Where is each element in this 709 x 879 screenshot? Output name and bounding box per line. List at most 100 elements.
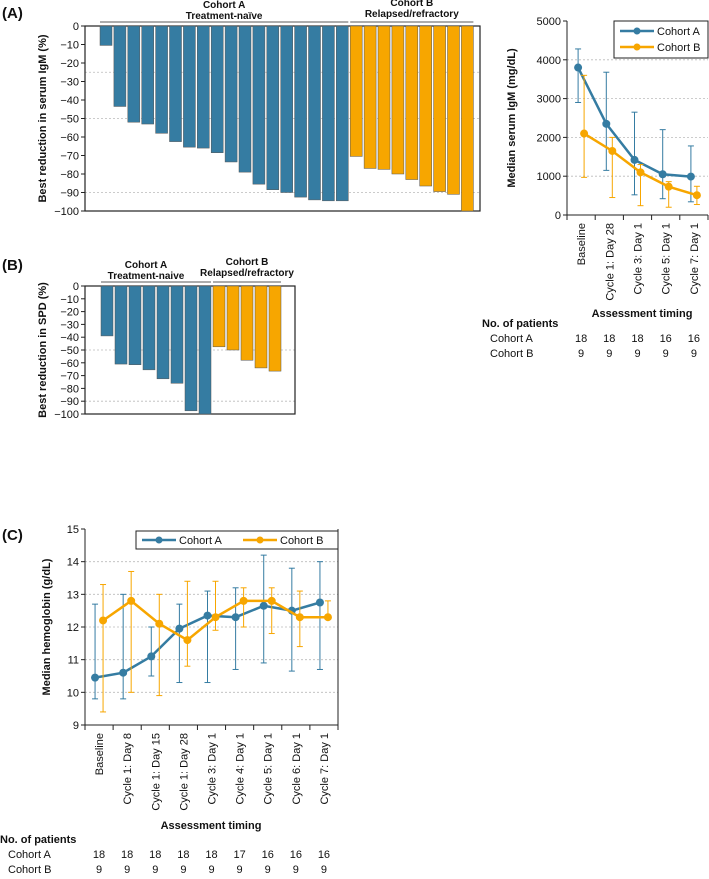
y-tick-label: 3000 (537, 94, 561, 106)
y-tick-label: −60 (60, 132, 79, 144)
panel-label-b: (B) (2, 257, 23, 274)
y-tick-label: 2000 (537, 132, 561, 144)
x-axis-label: Assessment timing (592, 308, 693, 320)
bar-cohort-b (226, 285, 240, 351)
bar-cohort-a (336, 25, 349, 202)
patient-count: 18 (205, 849, 217, 861)
bar-cohort-b (461, 25, 474, 212)
patients-table-title: No. of patients (0, 834, 76, 846)
legend-marker (633, 43, 641, 51)
patient-count: 18 (631, 333, 643, 345)
bar-cohort-a (197, 25, 210, 149)
y-tick-label: 0 (73, 281, 79, 293)
bar-cohort-a (294, 25, 307, 198)
bar-cohort-a (198, 285, 212, 415)
patient-count: 9 (152, 864, 158, 874)
data-point-cohort-a (658, 170, 667, 179)
bar-cohort-b (212, 285, 226, 348)
group-subtitle: Relapsed/refractory (365, 9, 459, 20)
bar-cohort-b (391, 25, 405, 175)
x-tick-label: Cycle 7: Day 1 (689, 223, 701, 295)
bar-cohort-a (238, 25, 252, 173)
bar-cohort-b (268, 285, 282, 372)
bar-cohort-b (447, 25, 460, 195)
x-tick-label: Baseline (576, 223, 588, 265)
patient-count: 9 (293, 864, 299, 874)
bar-cohort-a (113, 25, 127, 107)
hemoglobin-line-chart: 9 10 11 12 13 14 15 Baseline Cycle 1: Day 8 Cycle… (0, 524, 339, 876)
data-point-cohort-b (664, 182, 673, 191)
patients-row-label: Cohort A (490, 333, 533, 345)
x-tick-label: Cycle 7: Day 1 (319, 733, 331, 805)
legend-marker (633, 27, 641, 35)
patient-count: 9 (208, 864, 214, 874)
patient-count: 9 (124, 864, 130, 874)
y-axis-label: Best reduction in serum IgM (%) (37, 34, 49, 202)
y-tick-label: −90 (60, 188, 79, 200)
y-tick-label: −10 (60, 294, 79, 306)
x-tick-label: Cycle 1: Day 28 (178, 733, 190, 811)
patient-count: 18 (149, 849, 161, 861)
y-axis-label: Median serum IgM (mg/dL) (506, 48, 518, 188)
y-tick-label: −40 (60, 332, 79, 344)
bar-cohort-a (156, 285, 170, 380)
y-tick-label: 5000 (537, 16, 561, 28)
data-point-cohort-b (323, 613, 332, 622)
y-tick-label: −80 (60, 169, 79, 181)
patient-count: 16 (660, 333, 672, 345)
bar-cohort-a (308, 25, 321, 201)
patients-row-label: Cohort A (8, 849, 51, 861)
bar-cohort-a (155, 25, 168, 134)
patient-count: 9 (691, 348, 697, 360)
bar-cohort-a (114, 285, 128, 365)
legend-marker (256, 536, 264, 544)
bar-cohort-a (266, 25, 280, 190)
y-tick-label: 13 (67, 589, 79, 601)
data-point-cohort-b (608, 146, 617, 155)
data-point-cohort-b (155, 619, 164, 628)
legend-label: Cohort A (179, 535, 222, 547)
patient-count: 16 (290, 849, 302, 861)
patient-count: 18 (575, 333, 587, 345)
legend-label: Cohort B (280, 535, 323, 547)
y-tick-label: −80 (60, 383, 79, 395)
x-tick-label: Cycle 4: Day 1 (235, 733, 247, 805)
y-tick-label: 4000 (537, 55, 561, 67)
patients-table-title: No. of patients (482, 318, 558, 330)
data-point-cohort-b (127, 596, 136, 605)
bar-cohort-a (210, 25, 224, 153)
patients-row-label: Cohort B (8, 864, 51, 874)
bar-cohort-b (254, 285, 268, 369)
y-tick-label: 10 (67, 687, 79, 699)
patient-count: 9 (606, 348, 612, 360)
y-tick-label: 1000 (537, 171, 561, 183)
group-subtitle: Relapsed/refractory (200, 268, 294, 279)
y-tick-label: −70 (60, 151, 79, 163)
data-point-cohort-a (203, 611, 212, 620)
data-point-cohort-a (630, 155, 639, 164)
data-point-cohort-b (211, 613, 220, 622)
data-point-cohort-a (686, 172, 695, 181)
bar-cohort-a (141, 25, 154, 125)
data-point-cohort-a (175, 624, 184, 633)
y-tick-label: −10 (60, 40, 79, 52)
bar-cohort-a (170, 285, 184, 384)
y-tick-label: −100 (54, 206, 79, 218)
data-point-cohort-a (119, 668, 128, 677)
y-tick-label: −40 (60, 95, 79, 107)
y-tick-label: −100 (54, 409, 79, 421)
patient-count: 9 (237, 864, 243, 874)
group-name: Cohort B (226, 257, 269, 268)
bar-cohort-a (127, 25, 141, 123)
y-tick-label: −50 (60, 345, 79, 357)
data-point-cohort-b (239, 596, 248, 605)
x-tick-label: Cycle 1: Day 28 (604, 223, 616, 301)
data-point-cohort-a (147, 652, 156, 661)
bar-cohort-b (433, 25, 446, 192)
bar-cohort-a (224, 25, 238, 163)
bar-cohort-a (280, 25, 293, 193)
bar-cohort-b (405, 25, 419, 180)
y-tick-label: 9 (73, 720, 79, 732)
bar-cohort-b (240, 285, 254, 361)
igm-waterfall-chart: 0 −10 −20 −30 −40 −50 −60 −70 −80 −90 −100 Best red… (37, 0, 481, 218)
